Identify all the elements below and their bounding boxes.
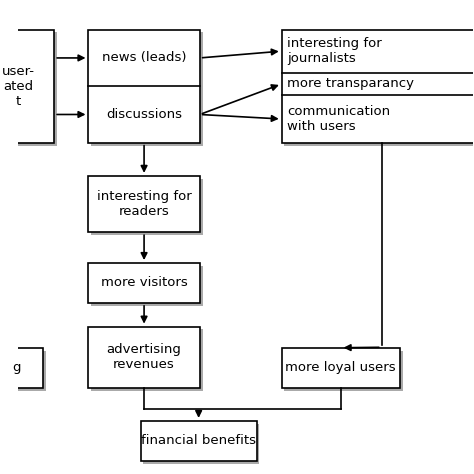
- Text: more loyal users: more loyal users: [285, 361, 396, 374]
- Text: financial benefits: financial benefits: [141, 434, 256, 447]
- FancyBboxPatch shape: [88, 30, 200, 143]
- FancyBboxPatch shape: [0, 351, 46, 391]
- FancyBboxPatch shape: [284, 351, 402, 391]
- FancyBboxPatch shape: [88, 176, 200, 232]
- FancyBboxPatch shape: [91, 329, 202, 391]
- FancyBboxPatch shape: [88, 263, 200, 303]
- FancyBboxPatch shape: [141, 421, 256, 461]
- FancyBboxPatch shape: [91, 33, 202, 146]
- FancyBboxPatch shape: [0, 33, 57, 146]
- FancyBboxPatch shape: [88, 327, 200, 388]
- Text: more visitors: more visitors: [100, 276, 187, 290]
- FancyBboxPatch shape: [284, 33, 474, 146]
- FancyBboxPatch shape: [91, 266, 202, 306]
- Text: g: g: [12, 361, 21, 374]
- Text: advertising
revenues: advertising revenues: [107, 343, 182, 371]
- Text: discussions: discussions: [106, 108, 182, 121]
- FancyBboxPatch shape: [144, 424, 259, 464]
- Text: communication
with users: communication with users: [287, 105, 390, 133]
- Text: more transparancy: more transparancy: [287, 77, 414, 91]
- Text: interesting for
journalists: interesting for journalists: [287, 37, 382, 65]
- FancyBboxPatch shape: [282, 30, 474, 143]
- FancyBboxPatch shape: [282, 348, 400, 388]
- FancyBboxPatch shape: [91, 179, 202, 235]
- FancyBboxPatch shape: [0, 348, 43, 388]
- Text: user-
ated
t: user- ated t: [1, 65, 35, 108]
- FancyBboxPatch shape: [0, 30, 54, 143]
- Text: news (leads): news (leads): [102, 52, 186, 64]
- Text: interesting for
readers: interesting for readers: [97, 190, 191, 218]
